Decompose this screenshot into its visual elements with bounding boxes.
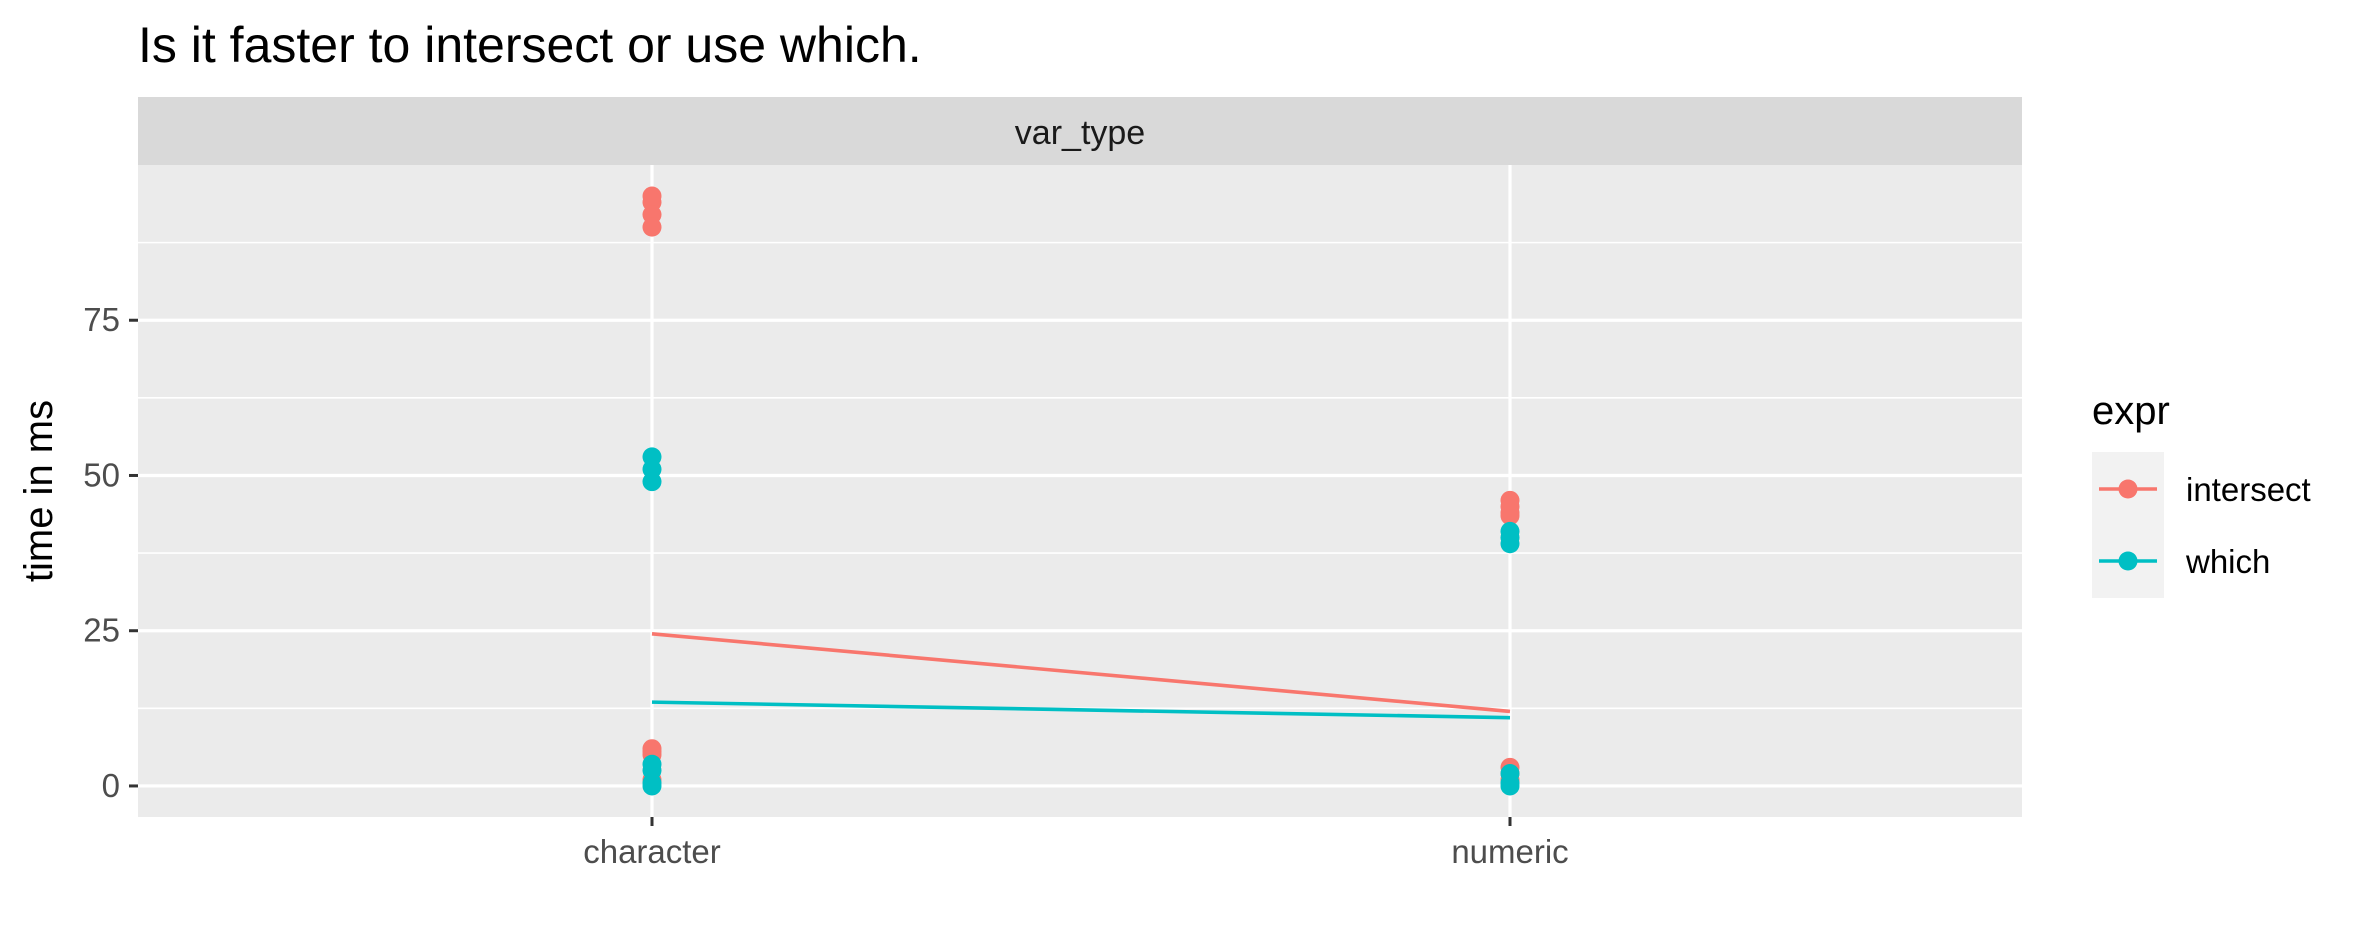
point-intersect xyxy=(642,217,662,237)
chart-title: Is it faster to intersect or use which. xyxy=(138,17,922,73)
legend-label-which: which xyxy=(2185,543,2270,580)
minor-gridlines xyxy=(138,241,2022,710)
point-which xyxy=(642,472,662,492)
plot-panel xyxy=(138,165,2022,817)
y-tick-label: 75 xyxy=(83,301,120,338)
mean-line-intersect xyxy=(651,632,1511,714)
legend-key-background xyxy=(2092,452,2164,598)
y-tick-label: 0 xyxy=(102,767,120,804)
x-axis: character numeric xyxy=(583,817,1569,870)
legend-key-point xyxy=(2118,551,2138,571)
point-which xyxy=(1500,776,1520,796)
mean-line-which xyxy=(651,700,1511,720)
data-points xyxy=(642,186,1520,796)
facet-strip xyxy=(138,97,2022,165)
mean-lines xyxy=(651,632,1511,720)
x-tick-label: character xyxy=(583,833,721,870)
y-axis: 0 25 50 75 xyxy=(83,301,138,804)
point-which xyxy=(642,776,662,796)
legend-label-intersect: intersect xyxy=(2186,471,2311,508)
y-tick-label: 25 xyxy=(83,612,120,649)
y-axis-title: time in ms xyxy=(17,400,61,582)
legend: expr intersect which xyxy=(2092,389,2311,598)
legend-title: expr xyxy=(2092,389,2170,433)
facet-strip-label: var_type xyxy=(1015,114,1145,152)
x-tick-label: numeric xyxy=(1451,833,1568,870)
legend-key-point xyxy=(2118,479,2138,499)
point-which xyxy=(1500,534,1520,554)
point-intersect xyxy=(1500,506,1520,526)
y-tick-label: 50 xyxy=(83,456,120,493)
